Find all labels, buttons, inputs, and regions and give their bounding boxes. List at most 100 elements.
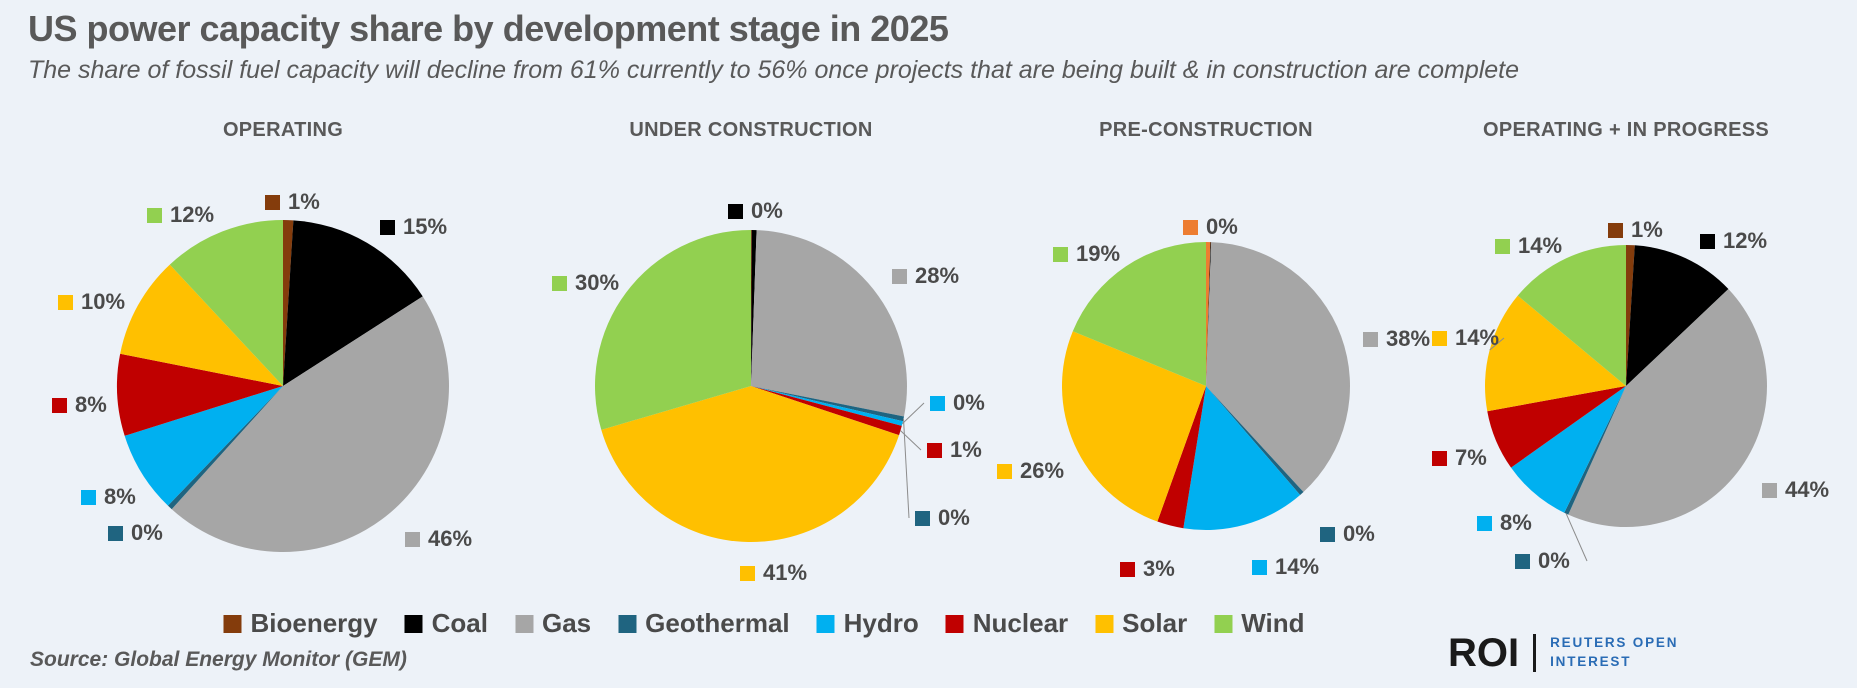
- data-label-gas: 44%: [1762, 477, 1829, 503]
- data-label-solar: 10%: [58, 289, 125, 315]
- legend-swatch-solar: [1095, 614, 1114, 633]
- label-value: 12%: [1723, 228, 1768, 253]
- label-swatch-bioenergy: [1183, 219, 1198, 235]
- pie-slice-hydro: [1511, 386, 1626, 513]
- pie-chart-operating-in-progress: OPERATING + IN PROGRESS 1% 12% 44% 0% 8% 7% 14%…: [1394, 105, 1857, 587]
- label-leader-line-hydro: [902, 402, 925, 424]
- pie-chart-pre-construction: PRE-CONSTRUCTION 0% 38% 0% 14% 3% 26% 19%: [974, 105, 1438, 587]
- legend-swatch-coal: [404, 614, 423, 633]
- label-swatch-geothermal: [1320, 526, 1335, 542]
- pie-slice-bioenergy: [1626, 245, 1635, 386]
- label-value: 0%: [751, 198, 783, 223]
- legend-label: Solar: [1122, 608, 1188, 638]
- pie-slice-geothermal: [1206, 386, 1304, 495]
- label-swatch-gas: [405, 531, 420, 547]
- label-value: 7%: [1455, 445, 1487, 470]
- label-swatch-nuclear: [52, 397, 67, 413]
- source-note: Source: Global Energy Monitor (GEM): [30, 648, 407, 671]
- legend-item-bioenergy: Bioenergy: [223, 608, 378, 639]
- legend-item-nuclear: Nuclear: [945, 608, 1069, 639]
- pie-slice-coal: [283, 220, 423, 386]
- pie-slice-solar: [120, 264, 283, 386]
- pie-slice-geothermal: [167, 386, 283, 510]
- label-value: 0%: [1343, 521, 1375, 546]
- pie-slice-bioenergy: [1206, 242, 1211, 386]
- pie-slice-coal: [751, 230, 757, 386]
- label-swatch-wind: [147, 207, 162, 223]
- label-value: 14%: [1518, 233, 1563, 258]
- pie-slice-nuclear: [1157, 386, 1206, 529]
- label-value: 1%: [288, 189, 320, 214]
- label-swatch-hydro: [1252, 559, 1267, 575]
- pie-slice-bioenergy: [283, 219, 294, 386]
- label-leader-line-geothermal: [903, 418, 910, 519]
- data-label-bioenergy: 1%: [1608, 217, 1663, 243]
- label-value: 26%: [1020, 458, 1065, 483]
- roi-logo: ROI REUTERS OPEN INTEREST: [1448, 633, 1678, 673]
- page-subtitle: The share of fossil fuel capacity will d…: [28, 56, 1520, 84]
- label-swatch-bioenergy: [1608, 222, 1623, 238]
- label-swatch-hydro: [930, 395, 945, 411]
- legend-item-solar: Solar: [1095, 608, 1187, 639]
- label-value: 14%: [1455, 325, 1500, 350]
- legend-label: Wind: [1241, 608, 1305, 638]
- data-label-hydro: 8%: [1477, 510, 1532, 536]
- pie-slice-solar: [601, 386, 900, 543]
- legend-item-hydro: Hydro: [816, 608, 919, 639]
- chart-title: OPERATING: [222, 119, 344, 141]
- pie-slice-nuclear: [1487, 386, 1626, 468]
- label-swatch-wind: [552, 275, 567, 291]
- label-swatch-geothermal: [108, 525, 123, 541]
- legend-label: Bioenergy: [250, 608, 378, 638]
- data-label-bioenergy: 1%: [265, 189, 320, 215]
- data-label-solar: 26%: [997, 458, 1064, 484]
- label-swatch-wind: [1495, 238, 1510, 254]
- chart-legend: Bioenergy Coal Gas Geothermal Hydro Nuclear So…: [223, 608, 1305, 639]
- label-swatch-gas: [892, 268, 907, 284]
- data-label-wind: 30%: [552, 270, 619, 296]
- label-swatch-solar: [1432, 330, 1447, 346]
- roi-logo-line2: INTEREST: [1550, 654, 1632, 669]
- label-swatch-solar: [58, 294, 73, 310]
- data-label-hydro: 8%: [81, 484, 136, 510]
- legend-swatch-nuclear: [945, 614, 964, 633]
- pie-slice-bioenergy: [751, 229, 752, 386]
- pie-slice-hydro: [751, 386, 903, 426]
- label-swatch-geothermal: [1515, 553, 1530, 569]
- label-value: 10%: [81, 289, 126, 314]
- legend-item-wind: Wind: [1214, 608, 1305, 639]
- label-swatch-gas: [1363, 331, 1378, 347]
- label-value: 15%: [403, 214, 448, 239]
- label-value: 1%: [1631, 217, 1663, 242]
- legend-item-coal: Coal: [404, 608, 488, 639]
- pie-slice-wind: [1072, 242, 1206, 386]
- legend-swatch-wind: [1214, 614, 1233, 633]
- pie-slice-nuclear: [751, 386, 902, 436]
- pie-slice-gas: [1206, 242, 1350, 492]
- data-label-geothermal: 0%: [108, 520, 163, 546]
- legend-swatch-geothermal: [618, 614, 637, 633]
- label-swatch-hydro: [81, 489, 96, 505]
- pie-slice-geothermal: [751, 386, 904, 422]
- legend-label: Coal: [431, 608, 488, 638]
- label-value: 0%: [1206, 214, 1238, 239]
- label-leader-line-geothermal: [1565, 513, 1588, 562]
- legend-label: Nuclear: [972, 608, 1069, 638]
- data-label-nuclear: 7%: [1432, 445, 1487, 471]
- label-value: 0%: [953, 390, 985, 415]
- label-value: 19%: [1076, 241, 1121, 266]
- legend-label: Hydro: [843, 608, 919, 638]
- legend-swatch-bioenergy: [223, 614, 242, 633]
- label-swatch-solar: [740, 565, 755, 581]
- legend-item-gas: Gas: [514, 608, 592, 639]
- pie-slice-coal: [1626, 245, 1729, 386]
- legend-label: Gas: [541, 608, 592, 638]
- data-label-coal: 12%: [1700, 228, 1767, 254]
- label-swatch-wind: [1053, 246, 1068, 262]
- pie-slice-solar: [1484, 295, 1626, 412]
- pie-slice-gas: [751, 230, 907, 417]
- label-value: 41%: [763, 560, 808, 585]
- label-swatch-coal: [728, 203, 743, 219]
- pie-svg: [1062, 242, 1350, 531]
- data-label-hydro: 0%: [930, 390, 985, 416]
